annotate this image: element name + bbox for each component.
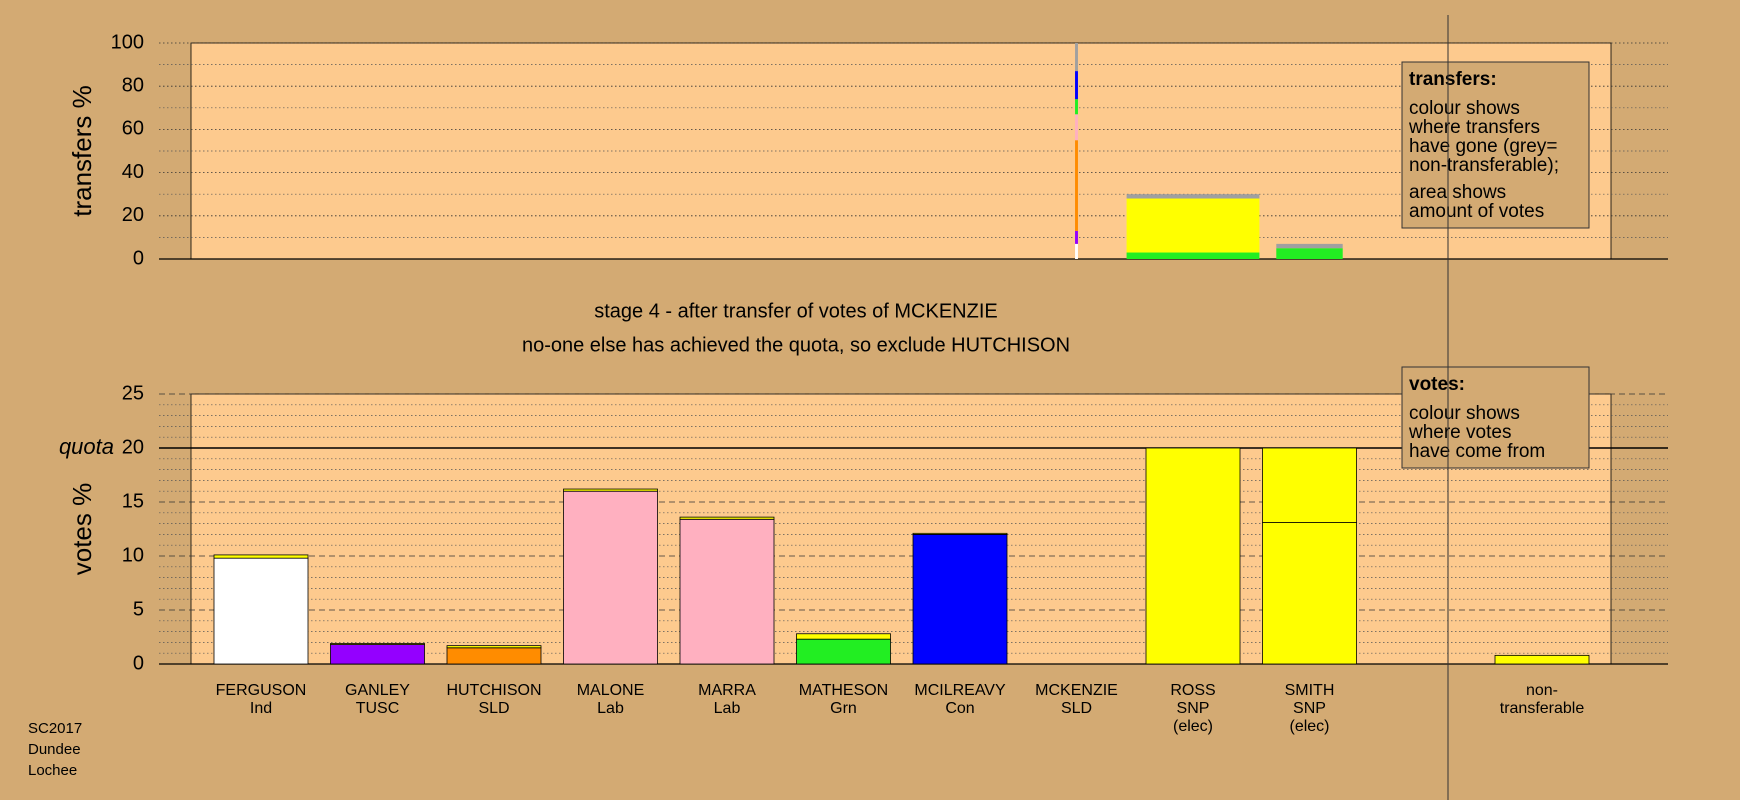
note-text: non-transferable);	[1409, 155, 1559, 176]
bar-segment	[213, 554, 309, 559]
chart-title: stage 4 - after transfer of votes of MCK…	[594, 300, 998, 322]
bar-segment	[563, 488, 658, 492]
bar-segment	[912, 532, 1008, 535]
bar-segment	[213, 557, 309, 665]
transfer-segment	[1075, 99, 1078, 115]
bar-segment	[1262, 447, 1357, 523]
x-tick-label: MALONE	[577, 682, 645, 699]
note-box	[1401, 61, 1590, 229]
note-text: amount of votes	[1409, 201, 1544, 222]
y-tick-label: 5	[133, 598, 144, 620]
x-tick-label: Lab	[714, 700, 741, 717]
transfer-segment	[1126, 194, 1260, 199]
y-tick-label: 0	[133, 652, 144, 674]
x-tick-label: GANLEY	[345, 682, 410, 699]
x-tick-label: Ind	[250, 700, 272, 717]
transfer-segment	[1126, 198, 1260, 253]
x-tick-label: MARRA	[698, 682, 756, 699]
x-tick-label: (elec)	[1173, 718, 1213, 735]
quota-label: quota	[59, 434, 114, 459]
x-tick-label: ROSS	[1170, 682, 1215, 699]
transfer-segment	[1075, 71, 1078, 100]
y-tick-label: 100	[111, 31, 144, 53]
x-tick-label: (elec)	[1289, 718, 1329, 735]
note-text: colour shows	[1409, 98, 1520, 119]
chart-subtitle: no-one else has achieved the quota, so e…	[522, 334, 1070, 356]
y-tick-label: 0	[133, 247, 144, 269]
note-heading: votes:	[1409, 374, 1465, 395]
x-tick-label: non-	[1526, 682, 1558, 699]
transfer-segment	[1075, 230, 1078, 244]
bar-segment	[1494, 654, 1590, 665]
y-tick-label: 25	[122, 382, 144, 404]
note-text: have come from	[1409, 441, 1545, 462]
transfer-segment	[1075, 43, 1078, 72]
x-tick-label: SLD	[478, 700, 509, 717]
x-tick-label: Con	[945, 700, 974, 717]
footer-text: SC2017	[28, 720, 82, 737]
y-tick-label: 20	[122, 436, 144, 458]
y-tick-label: 15	[122, 490, 144, 512]
bar-segment	[1145, 447, 1241, 665]
transfer-segment	[1126, 252, 1260, 259]
x-tick-label: MATHESON	[799, 682, 888, 699]
transfer-segment	[1075, 140, 1078, 231]
x-tick-label: MCKENZIE	[1035, 682, 1118, 699]
bar-segment	[796, 638, 891, 665]
note-text: where transfers	[1408, 117, 1540, 138]
footer-text: Lochee	[28, 762, 77, 779]
y-tick-label: 60	[122, 118, 144, 140]
note-text: colour shows	[1409, 403, 1520, 424]
y-tick-label: 20	[122, 204, 144, 226]
bar-segment	[912, 534, 1008, 665]
footer-text: Dundee	[28, 741, 81, 758]
note-box	[1401, 366, 1590, 469]
x-tick-label: MCILREAVY	[914, 682, 1006, 699]
y-axis-label: transfers %	[67, 85, 97, 217]
x-tick-label: SNP	[1293, 700, 1326, 717]
transfer-segment	[1276, 243, 1343, 249]
x-tick-label: SLD	[1061, 700, 1092, 717]
bar-segment	[330, 643, 425, 645]
bar-segment	[1262, 522, 1357, 665]
note-heading: transfers:	[1409, 69, 1497, 90]
y-tick-label: 40	[122, 161, 144, 183]
x-tick-label: transferable	[1500, 700, 1585, 717]
x-tick-label: TUSC	[356, 700, 400, 717]
bar-segment	[563, 490, 658, 665]
bar-segment	[446, 645, 542, 649]
bar-segment	[330, 644, 425, 665]
y-tick-label: 80	[122, 74, 144, 96]
bar-segment	[796, 633, 891, 640]
bar-segment	[679, 516, 775, 520]
x-tick-label: HUTCHISON	[446, 682, 541, 699]
bar-segment	[446, 647, 542, 665]
y-axis-label: votes %	[67, 483, 97, 576]
transfer-segment	[1075, 114, 1078, 141]
transfer-segment	[1276, 248, 1343, 259]
x-tick-label: FERGUSON	[216, 682, 307, 699]
x-tick-label: Grn	[830, 700, 857, 717]
x-tick-label: Lab	[597, 700, 624, 717]
bar-segment	[679, 518, 775, 665]
note-text: area shows	[1409, 182, 1506, 203]
note-text: where votes	[1408, 422, 1511, 443]
transfer-segment	[1075, 243, 1078, 259]
x-tick-label: SNP	[1177, 700, 1210, 717]
y-tick-label: 10	[122, 544, 144, 566]
plot-area	[190, 393, 1612, 665]
x-tick-label: SMITH	[1285, 682, 1335, 699]
note-text: have gone (grey=	[1409, 136, 1557, 157]
